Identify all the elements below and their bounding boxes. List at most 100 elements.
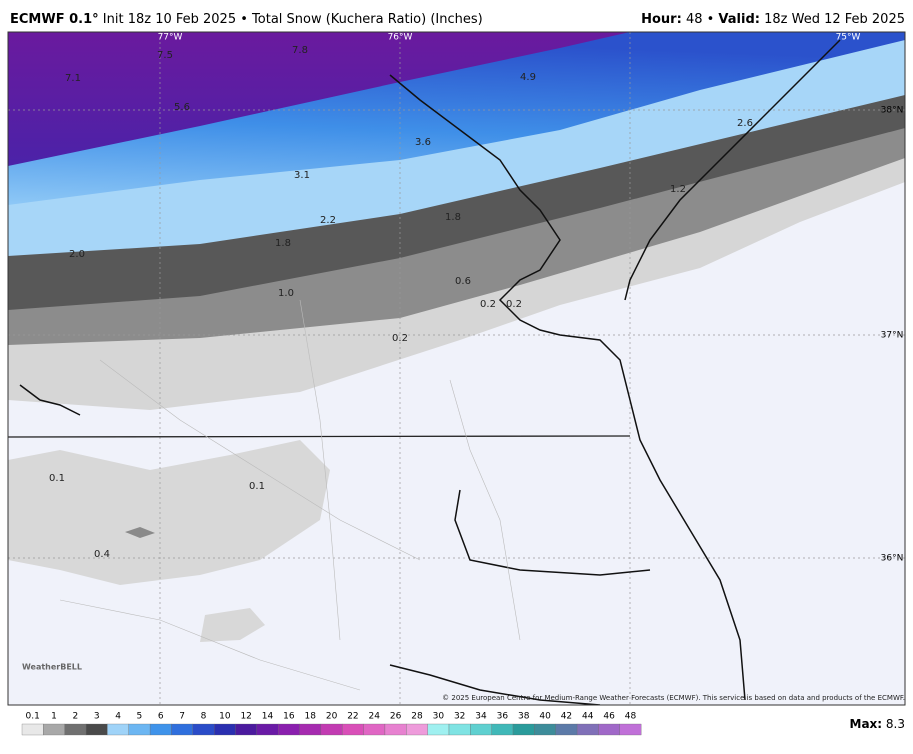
legend-swatch [278, 723, 300, 736]
legend-tick-label: 24 [369, 712, 381, 722]
legend-tick-label: 44 [582, 712, 594, 722]
valid-time: 18z Wed 12 Feb 2025 [764, 12, 905, 27]
contour-label: 0.2 [480, 299, 496, 310]
legend-tick-label: 14 [262, 712, 274, 722]
legend-tick-label: 0.1 [26, 712, 40, 722]
contour-label: 1.8 [445, 212, 461, 223]
legend-tick-label: 36 [497, 712, 509, 722]
legend-swatch [85, 723, 108, 736]
model-name: ECMWF 0.1° [10, 12, 99, 27]
contour-label: 0.1 [49, 473, 65, 484]
contour-label: 1.8 [275, 238, 291, 249]
contour-label: 3.6 [415, 137, 431, 148]
contour-label: 4.9 [520, 72, 536, 83]
max-value: Max: 8.3 [850, 717, 906, 731]
legend-tick-label: 26 [390, 712, 402, 722]
credit: © 2025 European Centre for Medium-Range … [442, 694, 905, 702]
contour-label: 5.6 [174, 102, 190, 113]
contour-label: 0.2 [392, 333, 408, 344]
legend-swatch [213, 723, 236, 736]
contour-label: 1.2 [670, 184, 686, 195]
header-right: Hour: 48 • Valid: 18z Wed 12 Feb 2025 [641, 12, 905, 27]
snow-band [8, 440, 330, 585]
description: Init 18z 10 Feb 2025 • Total Snow (Kuche… [103, 12, 483, 27]
legend-tick-label: 46 [603, 712, 615, 722]
legend-tick-label: 1 [51, 712, 57, 722]
legend-tick-label: 30 [433, 712, 445, 722]
legend-tick-label: 8 [201, 712, 207, 722]
legend-swatch [534, 723, 556, 736]
legend-tick-label: 16 [283, 712, 295, 722]
legend-tick-label: 48 [625, 712, 637, 722]
legend-tick-label: 22 [347, 712, 358, 722]
legend-swatch [149, 723, 172, 736]
legend-tick-label: 2 [73, 712, 79, 722]
legend-swatch [107, 723, 129, 736]
latitude-label: 38°N [881, 106, 904, 116]
legend-swatch [363, 723, 386, 736]
county-lines [59, 299, 521, 691]
legend-swatch [192, 723, 215, 736]
legend-tick-label: 38 [518, 712, 530, 722]
contour-label: 0.6 [455, 276, 471, 287]
latitude-label: 37°N [881, 331, 904, 341]
legend-tick-label: 7 [179, 712, 185, 722]
legend-swatch [619, 723, 642, 736]
legend-tick-label: 20 [326, 712, 338, 722]
legend-swatch [342, 723, 364, 736]
graticule [8, 32, 905, 705]
max: 8.3 [886, 717, 905, 731]
legend-tick-label: 28 [411, 712, 423, 722]
contour-label: 7.5 [157, 50, 173, 61]
valid-label: Valid: [718, 12, 760, 27]
legend-swatch [299, 723, 322, 736]
legend-tick-label: 10 [219, 712, 231, 722]
contour-label: 2.6 [737, 118, 753, 129]
legend-swatch [256, 723, 279, 736]
snow-band [200, 608, 265, 642]
legend-tick-label: 12 [240, 712, 251, 722]
contour-label: 0.1 [249, 481, 265, 492]
legend-tick-label: 34 [475, 712, 487, 722]
legend-swatch [235, 723, 258, 736]
longitude-label: 76°W [388, 33, 413, 43]
hour: 48 • [686, 12, 714, 27]
legend-tick-label: 32 [454, 712, 465, 722]
legend-tick-label: 18 [304, 712, 316, 722]
header-left: ECMWF 0.1° Init 18z 10 Feb 2025 • Total … [10, 12, 483, 27]
contour-label: 0.4 [94, 549, 110, 560]
contour-label: 0.2 [506, 299, 522, 310]
legend: 0.1 1 2 3 4 5 6 7 8 10 12 14 16 18 20 22 24 26 28 30 32 34 36 3… [21, 712, 642, 736]
latitude-label: 36°N [881, 554, 904, 564]
legend-tick-label: 40 [539, 712, 551, 722]
contour-label: 2.2 [320, 215, 336, 226]
legend-swatch [427, 723, 450, 736]
legend-tick-label: 6 [158, 712, 164, 722]
contour-label: 2.0 [69, 249, 85, 260]
contour-label: 7.8 [292, 45, 308, 56]
legend-swatch [491, 723, 514, 736]
legend-swatch [43, 723, 65, 736]
legend-swatch [320, 723, 343, 736]
legend-tick-label: 4 [115, 712, 121, 722]
legend-tick-label: 42 [561, 712, 572, 722]
snow-band [125, 527, 155, 538]
legend-swatch [64, 723, 87, 736]
legend-tick-label: 3 [94, 712, 100, 722]
legend-swatch [470, 723, 492, 736]
longitude-label: 75°W [836, 33, 861, 43]
legend-swatch [128, 723, 151, 736]
hour-label: Hour: [641, 12, 682, 27]
legend-swatch [384, 723, 407, 736]
legend-swatch [598, 723, 620, 736]
legend-swatch [171, 723, 193, 736]
contour-label: 1.0 [278, 288, 294, 299]
legend-tick-label: 5 [137, 712, 143, 722]
snow-band [8, 32, 630, 166]
legend-swatch [448, 723, 471, 736]
legend-swatch [512, 723, 535, 736]
longitude-label: 77°W [158, 33, 183, 43]
map-frame [7, 31, 906, 706]
contour-label: 7.1 [65, 73, 81, 84]
